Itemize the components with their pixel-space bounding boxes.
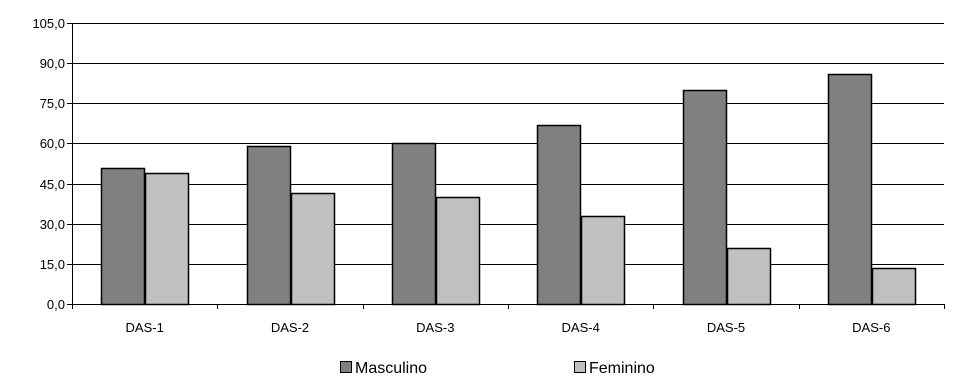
y-tick-labels: 0,0 15,0 30,0 45,0 60,0 75,0 90,0 105,0: [32, 16, 65, 312]
legend-label-feminino: Feminino: [589, 360, 655, 377]
y-tick-label: 75,0: [40, 96, 65, 111]
legend-label-masculino: Masculino: [355, 360, 427, 377]
bar-feminino-das-2: [290, 192, 336, 306]
x-tick-labels: DAS-1 DAS-2 DAS-3 DAS-4 DAS-5 DAS-6: [126, 320, 891, 335]
axes: [67, 23, 945, 309]
bar-masculino-das-1: [100, 167, 146, 306]
bar-feminino-das-1: [144, 172, 190, 306]
bar-masculino-das-6: [827, 73, 873, 306]
y-tick-label: 30,0: [40, 217, 65, 232]
bar-feminino-das-3: [435, 196, 481, 306]
gridlines: [72, 23, 944, 265]
bar-masculino-das-4: [536, 124, 582, 306]
bar-masculino-das-2: [246, 145, 292, 306]
bar-masculino-das-5: [682, 89, 728, 306]
y-tick-label: 90,0: [40, 56, 65, 71]
bar-feminino-das-5: [726, 247, 772, 306]
bar-masculino-das-3: [391, 142, 437, 306]
x-tick-label: DAS-1: [126, 320, 164, 335]
y-tick-label: 60,0: [40, 136, 65, 151]
legend: Masculino Feminino: [340, 360, 655, 377]
x-tick-label: DAS-2: [271, 320, 309, 335]
bar-feminino-das-4: [580, 215, 626, 306]
legend-swatch-feminino: [574, 361, 586, 373]
y-tick-label: 0,0: [47, 297, 65, 312]
x-tick-label: DAS-3: [416, 320, 454, 335]
bars: [100, 73, 917, 306]
bar-feminino-das-6: [871, 267, 917, 306]
x-tick-label: DAS-6: [852, 320, 890, 335]
y-tick-label: 105,0: [32, 16, 65, 31]
x-tick-label: DAS-5: [707, 320, 745, 335]
legend-swatch-masculino: [340, 361, 352, 373]
y-tick-label: 15,0: [40, 257, 65, 272]
y-tick-label: 45,0: [40, 177, 65, 192]
x-tick-label: DAS-4: [562, 320, 600, 335]
